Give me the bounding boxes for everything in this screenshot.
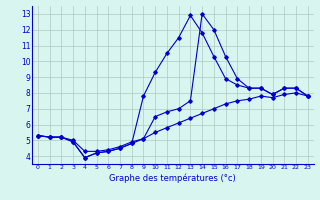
X-axis label: Graphe des températures (°c): Graphe des températures (°c) <box>109 173 236 183</box>
